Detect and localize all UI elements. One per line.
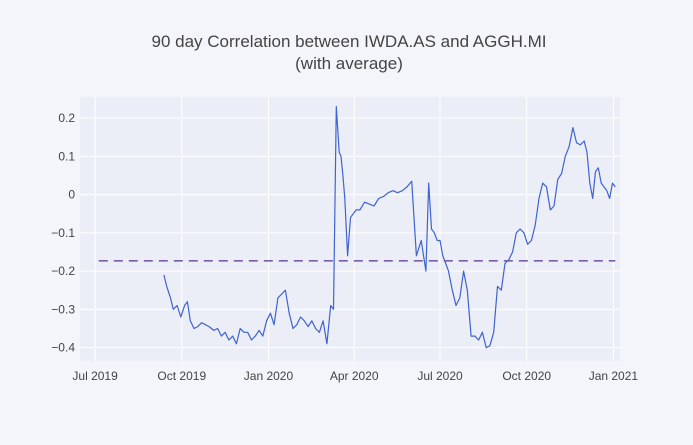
series-layer: [98, 105, 616, 349]
x-tick-label: Jan 2021: [589, 369, 639, 383]
chart-subtitle: (with average): [295, 54, 403, 73]
y-tick-label: −0.2: [51, 264, 75, 278]
x-tick-label: Oct 2019: [157, 369, 206, 383]
correlation-line: [163, 105, 616, 349]
y-tick-label: −0.3: [51, 302, 75, 316]
y-tick-label: 0: [68, 188, 75, 202]
axis-labels: 0.2 0.1 0 −0.1 −0.2 −0.3 −0.4 Jul 2019 Oct 2019 J…: [51, 111, 638, 383]
x-tick-label: Oct 2020: [502, 369, 551, 383]
x-tick-label: Jul 2020: [417, 369, 463, 383]
x-tick-label: Jan 2020: [244, 369, 294, 383]
y-tick-label: −0.4: [51, 341, 75, 355]
x-tick-label: Jul 2019: [72, 369, 118, 383]
y-tick-label: 0.2: [58, 111, 75, 125]
x-tick-label: Apr 2020: [330, 369, 379, 383]
grid-lines: [80, 97, 620, 361]
y-tick-label: −0.1: [51, 226, 75, 240]
chart-title: 90 day Correlation between IWDA.AS and A…: [152, 32, 547, 51]
y-tick-label: 0.1: [58, 149, 75, 163]
